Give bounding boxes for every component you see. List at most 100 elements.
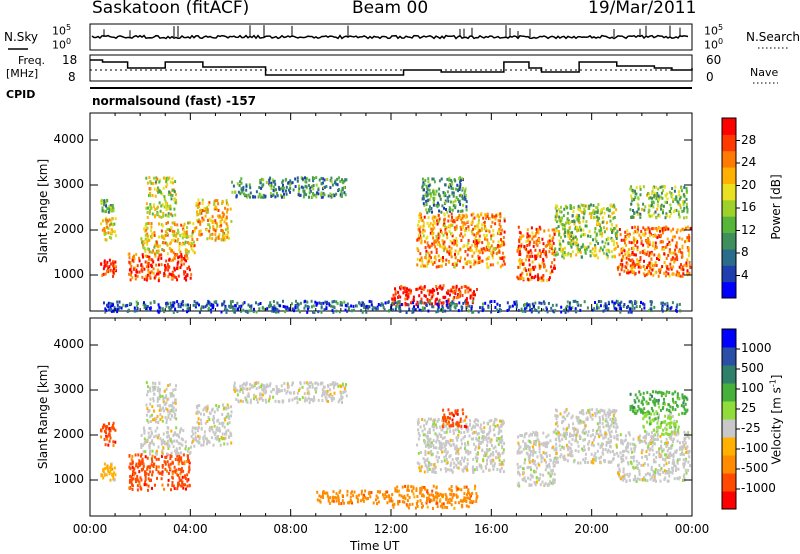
echo-cell <box>328 303 331 307</box>
echo-cell <box>527 278 530 282</box>
echo-cell <box>171 188 174 192</box>
echo-cell <box>198 441 201 445</box>
echo-cell <box>587 245 590 249</box>
echo-cell <box>248 183 251 187</box>
echo-cell <box>519 273 522 277</box>
echo-cell <box>431 489 434 493</box>
echo-cell <box>362 303 365 307</box>
echo-cell <box>624 265 627 269</box>
echo-cell <box>442 242 445 246</box>
echo-cell <box>492 233 495 237</box>
echo-cell <box>240 181 243 185</box>
echo-cell <box>159 178 161 182</box>
echo-cell <box>394 489 397 493</box>
echo-cell <box>657 194 660 198</box>
echo-cell <box>368 299 371 303</box>
echo-cell <box>450 289 453 293</box>
echo-cell <box>175 199 178 202</box>
echo-cell <box>101 206 104 210</box>
echo-cell <box>432 227 435 231</box>
echo-cell <box>599 226 602 230</box>
echo-cell <box>535 257 538 261</box>
echo-cell <box>324 390 327 394</box>
echo-cell <box>279 187 282 191</box>
echo-cell <box>178 244 181 248</box>
echo-cell <box>468 496 471 500</box>
echo-cell <box>145 222 147 226</box>
echo-cell <box>173 465 176 469</box>
echo-cell <box>450 444 453 448</box>
echo-cell <box>635 229 638 233</box>
echo-cell <box>173 207 176 211</box>
echo-cell <box>163 487 166 491</box>
echo-cell <box>173 416 176 419</box>
echo-cell <box>269 183 272 187</box>
echo-cell <box>557 225 560 229</box>
echo-cell <box>149 427 152 430</box>
echo-cell <box>487 229 490 233</box>
echo-cell <box>297 389 300 392</box>
echo-cell <box>147 206 149 210</box>
echo-cell <box>182 429 185 433</box>
echo-cell <box>659 185 662 189</box>
echo-cell <box>312 304 315 308</box>
echo-cell <box>304 399 307 403</box>
echo-cell <box>456 240 459 244</box>
echo-cell <box>526 235 529 239</box>
echo-cell <box>575 215 578 219</box>
echo-cell <box>620 307 622 311</box>
echo-cell <box>367 305 369 308</box>
echo-cell <box>417 305 419 309</box>
echo-cell <box>594 301 596 304</box>
echo-cell <box>301 396 304 400</box>
echo-cell <box>197 410 200 414</box>
echo-cell <box>112 477 115 480</box>
echo-cell <box>156 186 159 190</box>
echo-cell <box>437 492 440 496</box>
echo-cell <box>272 300 275 303</box>
echo-cell <box>431 425 434 428</box>
echo-cell <box>604 302 607 306</box>
echo-cell <box>687 254 690 258</box>
echo-cell <box>459 216 461 220</box>
echo-cell <box>658 214 661 218</box>
echo-cell <box>161 224 164 228</box>
echo-cell <box>499 309 502 313</box>
echo-cell <box>527 303 530 307</box>
echo-cell <box>166 263 169 267</box>
echo-cell <box>611 231 614 234</box>
echo-cell <box>440 301 443 305</box>
echo-cell <box>587 234 589 238</box>
echo-cell <box>624 241 626 245</box>
echo-cell <box>154 455 157 459</box>
echo-cell <box>310 398 313 401</box>
echo-cell <box>167 443 170 447</box>
echo-cell <box>641 249 644 253</box>
echo-cell <box>671 257 674 261</box>
echo-cell <box>682 209 685 213</box>
echo-cell <box>142 462 145 466</box>
echo-cell <box>462 203 465 207</box>
echo-cell <box>146 273 149 277</box>
echo-cell <box>688 236 691 240</box>
echo-cell <box>405 311 408 314</box>
echo-cell <box>239 180 242 184</box>
echo-cell <box>560 210 563 214</box>
echo-cell <box>534 274 537 278</box>
echo-cell <box>221 432 224 436</box>
echo-cell <box>470 494 472 498</box>
echo-cell <box>221 424 224 428</box>
echo-cell <box>314 390 317 394</box>
echo-cell <box>265 180 268 184</box>
echo-cell <box>427 417 430 421</box>
echo-cell <box>654 233 656 237</box>
echo-cell <box>481 241 484 245</box>
echo-cell <box>184 275 187 279</box>
echo-cell <box>419 425 422 429</box>
echo-cell <box>577 208 580 212</box>
echo-cell <box>605 248 608 252</box>
echo-cell <box>149 301 152 305</box>
echo-cell <box>555 226 558 230</box>
echo-cell <box>281 179 284 183</box>
echo-cell <box>488 430 491 434</box>
